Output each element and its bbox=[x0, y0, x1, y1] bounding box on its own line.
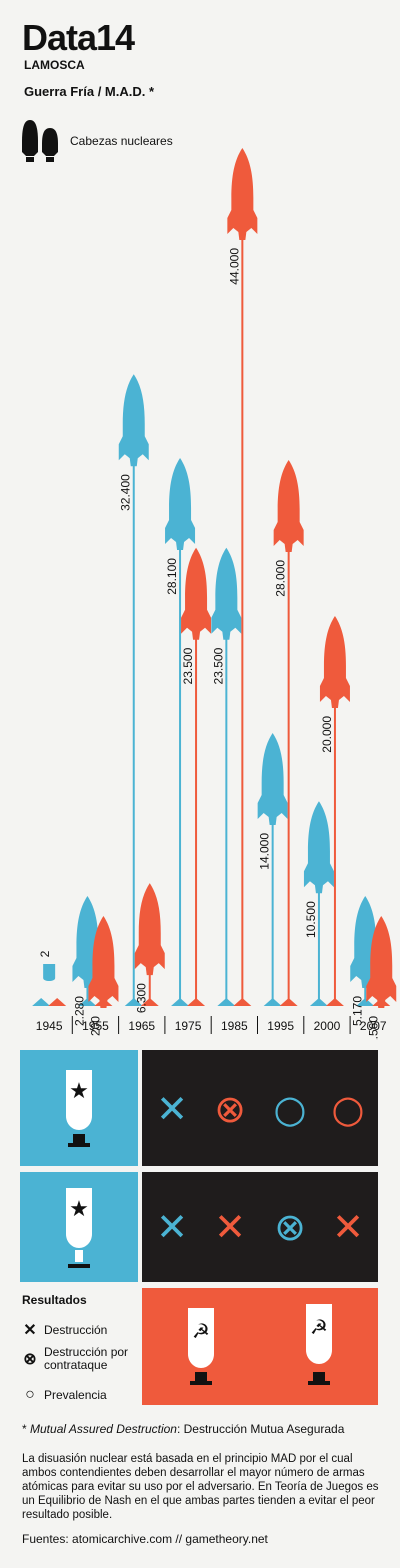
x-tick-label: 2007 bbox=[360, 1019, 387, 1033]
value-label-red: 20.000 bbox=[320, 716, 334, 753]
outcome-mark: ⊗ bbox=[274, 1205, 306, 1249]
svg-text:★: ★ bbox=[69, 1079, 89, 1104]
brand-title: Data14 bbox=[22, 17, 135, 58]
value-label-blue: 14.000 bbox=[258, 833, 272, 870]
x-tick-label: 1975 bbox=[175, 1019, 202, 1033]
bar-rocket-blue bbox=[303, 801, 334, 894]
value-label-blue: 10.500 bbox=[304, 901, 318, 938]
body-text: La disuasión nuclear está basada en el p… bbox=[22, 1453, 379, 1521]
usa-no-strike-cell: ★ bbox=[20, 1172, 138, 1282]
bar-rocket-blue bbox=[211, 547, 242, 640]
outcome-mark: ✕ bbox=[214, 1205, 246, 1249]
bar-base bbox=[48, 998, 67, 1006]
x-tick-label: 1945 bbox=[36, 1019, 63, 1033]
star-bomb-icon: ★ bbox=[66, 1188, 92, 1268]
footnote: * Mutual Assured Destruction: Destrucció… bbox=[22, 1422, 345, 1436]
x-tick-label: 1965 bbox=[128, 1019, 155, 1033]
svg-text:☭: ☭ bbox=[310, 1315, 328, 1339]
value-label-red: 1.560 bbox=[366, 1016, 380, 1040]
outcome-mark: ○ bbox=[273, 1087, 306, 1131]
outcome-cell: ⊗ ✕ bbox=[260, 1172, 378, 1282]
star-bomb-icon: ★ bbox=[66, 1070, 92, 1147]
value-label-blue: 23.500 bbox=[211, 647, 225, 684]
bar-rocket-red bbox=[273, 460, 304, 552]
page-title: Guerra Fría / M.A.D. * bbox=[24, 84, 155, 99]
usa-first-strike-cell: ★ bbox=[20, 1050, 138, 1166]
hammer-sickle-bomb-icon: ☭ bbox=[188, 1308, 214, 1385]
bar-base bbox=[32, 998, 51, 1006]
value-label-red: 28.000 bbox=[274, 560, 288, 597]
results-grid: ★ ✕ ⊗ ○ ○ ★ ✕ ✕ ⊗ ✕ bbox=[20, 1050, 378, 1405]
ussr-no-strike-cell: ☭ bbox=[260, 1288, 378, 1405]
value-label-red: 200 bbox=[88, 1016, 102, 1036]
outcome-cell: ○ ○ bbox=[260, 1050, 378, 1166]
publisher: LAMOSCA bbox=[24, 58, 85, 72]
result-legend-prevalence: ○ Prevalencia bbox=[22, 1386, 107, 1404]
value-label-blue: 32.400 bbox=[119, 474, 133, 511]
svg-text:★: ★ bbox=[69, 1197, 89, 1222]
outcome-mark: ○ bbox=[331, 1087, 364, 1131]
outcome-cell: ✕ ✕ bbox=[142, 1172, 260, 1282]
outcome-mark: ✕ bbox=[332, 1205, 364, 1249]
value-label-red: 6.300 bbox=[135, 983, 149, 1013]
circle-icon: ○ bbox=[25, 1386, 35, 1403]
circled-x-icon: ⊗ bbox=[23, 1351, 37, 1368]
value-label-blue: 5.170 bbox=[350, 996, 364, 1026]
hammer-sickle-bomb-icon: ☭ bbox=[306, 1304, 332, 1385]
x-tick-label: 1955 bbox=[82, 1019, 109, 1033]
svg-text:☭: ☭ bbox=[192, 1319, 210, 1343]
x-tick-label: 1985 bbox=[221, 1019, 248, 1033]
bar-rocket-red bbox=[181, 547, 212, 640]
ussr-first-strike-cell: ☭ bbox=[142, 1288, 260, 1405]
x-mark-icon: ✕ bbox=[23, 1322, 37, 1339]
value-label-blue: 2 bbox=[38, 950, 52, 957]
outcome-mark: ⊗ bbox=[214, 1087, 246, 1131]
sources: Fuentes: atomicarchive.com // gametheory… bbox=[22, 1532, 268, 1546]
result-legend-counterattack: ⊗ Destrucción por contrataque bbox=[23, 1345, 129, 1372]
bomb-legend-icon bbox=[22, 120, 58, 162]
result-legend-destruction: ✕ Destrucción bbox=[23, 1322, 108, 1339]
outcome-cell: ✕ ⊗ bbox=[142, 1050, 260, 1166]
bar-rocket-red bbox=[319, 616, 350, 708]
bar-rocket-blue bbox=[118, 374, 149, 467]
legend-label: Cabezas nucleares bbox=[70, 134, 173, 148]
bar-rocket-blue bbox=[165, 458, 196, 551]
bar-rocket-red bbox=[134, 883, 165, 976]
value-label-red: 44.000 bbox=[227, 248, 241, 285]
results-title: Resultados bbox=[22, 1293, 87, 1307]
outcome-mark: ✕ bbox=[156, 1205, 188, 1249]
value-label-blue: 28.100 bbox=[165, 558, 179, 595]
value-label-blue: 2.280 bbox=[72, 996, 86, 1026]
x-tick-label: 1995 bbox=[267, 1019, 294, 1033]
value-label-red: 23.500 bbox=[181, 647, 195, 684]
bar-rocket-blue bbox=[257, 733, 288, 825]
bar-rocket-red bbox=[227, 148, 258, 240]
bar-rocket-red bbox=[88, 916, 119, 1008]
x-tick-label: 2000 bbox=[314, 1019, 341, 1033]
bar-rocket-red bbox=[366, 916, 397, 1008]
outcome-mark: ✕ bbox=[156, 1087, 188, 1131]
bar-blue bbox=[43, 964, 56, 981]
